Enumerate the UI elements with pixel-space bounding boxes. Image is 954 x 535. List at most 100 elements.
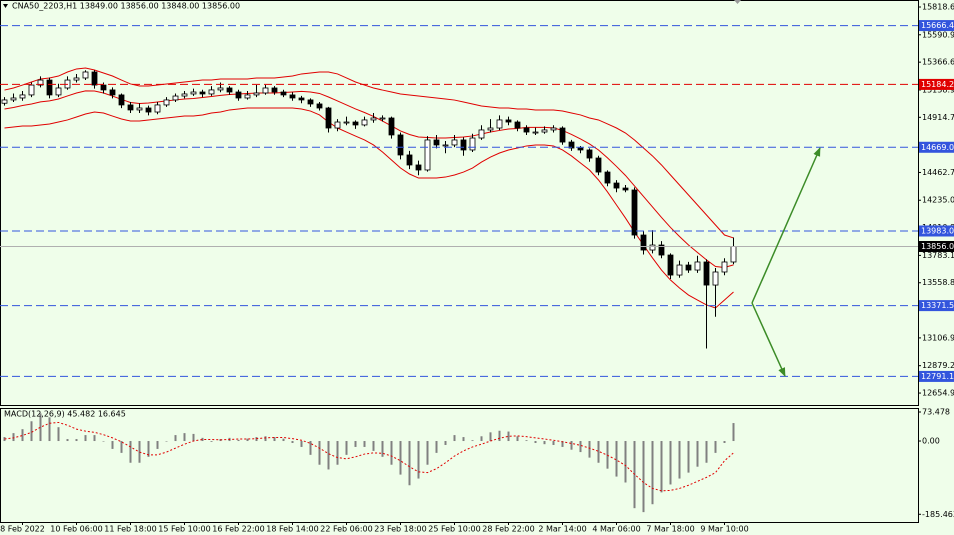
candle-body	[307, 99, 314, 105]
candle-body	[595, 157, 602, 173]
x-tick-label: 10 Feb 06:00	[50, 525, 102, 534]
y-tick-label: 14914.70	[922, 113, 954, 122]
y-tick-label: 13783.10	[922, 251, 954, 260]
x-tick-label: 7 Mar 18:00	[646, 525, 694, 534]
macd-bar	[363, 441, 366, 447]
y-tick-label: 13558.85	[922, 278, 954, 287]
bollinger-lower	[4, 107, 734, 309]
bollinger-upper	[4, 67, 734, 239]
candle-body	[487, 127, 494, 131]
candle-body	[235, 91, 242, 99]
candle-body	[712, 271, 719, 286]
macd-bar	[615, 441, 618, 477]
macd-bar	[210, 441, 213, 442]
candle-body	[325, 107, 332, 129]
macd-bar	[552, 441, 555, 445]
macd-signal	[4, 421, 734, 492]
macd-bar	[687, 441, 690, 473]
macd-bar	[489, 432, 492, 442]
candle-body	[316, 103, 323, 109]
candle-body	[586, 149, 593, 159]
macd-bar	[111, 441, 114, 449]
candle-body	[667, 254, 674, 276]
macd-bar	[30, 421, 33, 442]
candle-body	[352, 121, 359, 126]
y-tick-label: 14462.75	[922, 168, 954, 177]
down-arrow	[751, 302, 786, 377]
x-tick-label: 2 Mar 14:00	[538, 525, 586, 534]
y-tick-label: 15818.60	[922, 3, 954, 12]
x-tick-label: 11 Feb 18:00	[104, 525, 156, 534]
candle-body	[208, 89, 215, 95]
macd-bar	[678, 441, 681, 479]
macd-bar	[399, 441, 402, 475]
candle-body	[1, 99, 8, 104]
macd-bar	[525, 440, 528, 442]
candle-body	[514, 121, 521, 129]
candle-body	[244, 94, 251, 99]
macd-bar	[624, 441, 627, 483]
macd-bar	[39, 413, 42, 442]
candle-body	[334, 121, 341, 129]
y-tick-label: -185.463	[922, 510, 954, 519]
level-label-box	[919, 300, 954, 312]
macd-bar	[426, 441, 429, 465]
level-label-box	[919, 141, 954, 153]
macd-bar	[93, 435, 96, 442]
panel-title: CNA50_2203,H1 13849.00 13856.00 13848.00…	[12, 2, 240, 11]
candle-body	[271, 87, 278, 93]
candle-body	[172, 95, 179, 101]
y-tick-label: 12654.95	[922, 389, 954, 398]
candle-body	[505, 119, 512, 123]
y-tick-label: 14235.05	[922, 196, 954, 205]
y-tick-label: 15138.95	[922, 85, 954, 94]
level-label: 15666.41	[921, 21, 954, 30]
level-label: 15184.26	[921, 80, 954, 89]
macd-bar	[444, 441, 447, 445]
candle-body	[415, 164, 422, 171]
candle-body	[136, 107, 143, 111]
candle-body	[217, 87, 224, 91]
candle-body	[577, 147, 584, 151]
macd-bar	[192, 433, 195, 442]
level-label-box	[919, 20, 954, 32]
macd-bar	[516, 436, 519, 442]
macd-bar	[345, 441, 348, 455]
macd-bar	[300, 441, 303, 447]
macd-bar	[183, 433, 186, 442]
candle-body	[289, 94, 296, 99]
macd-bar	[138, 441, 141, 463]
candle-body	[523, 127, 530, 133]
candle-body	[127, 104, 134, 111]
candle-body	[55, 87, 62, 96]
x-tick-label: 25 Feb 10:00	[428, 525, 480, 534]
macd-bar	[120, 441, 123, 453]
candle-body	[19, 94, 26, 99]
candle-body	[280, 91, 287, 96]
candle-body	[568, 141, 575, 149]
x-tick-label: 8 Feb 2022	[0, 525, 45, 534]
macd-bar	[543, 441, 546, 445]
x-tick-label: 23 Feb 18:00	[374, 525, 426, 534]
candle-body	[37, 79, 44, 86]
last-price-label: 13856.00	[921, 242, 954, 251]
macd-bar	[174, 435, 177, 442]
macd-bar	[642, 441, 645, 513]
macd-bar	[129, 441, 132, 463]
candle-body	[145, 107, 152, 113]
macd-bar	[201, 437, 204, 442]
candle-body	[532, 131, 539, 134]
candle-body	[298, 97, 305, 101]
candle-body	[226, 87, 233, 93]
macd-bar	[696, 441, 699, 467]
shift-marker	[734, 0, 741, 4]
candle-body	[694, 261, 701, 271]
up-arrow	[751, 147, 821, 304]
y-tick-label: 15366.65	[922, 58, 954, 67]
macd-bar	[588, 441, 591, 458]
macd-bar	[597, 441, 600, 463]
candle-body	[469, 137, 476, 151]
level-label-box	[919, 225, 954, 237]
macd-bar	[48, 417, 51, 442]
macd-bar	[372, 441, 375, 451]
